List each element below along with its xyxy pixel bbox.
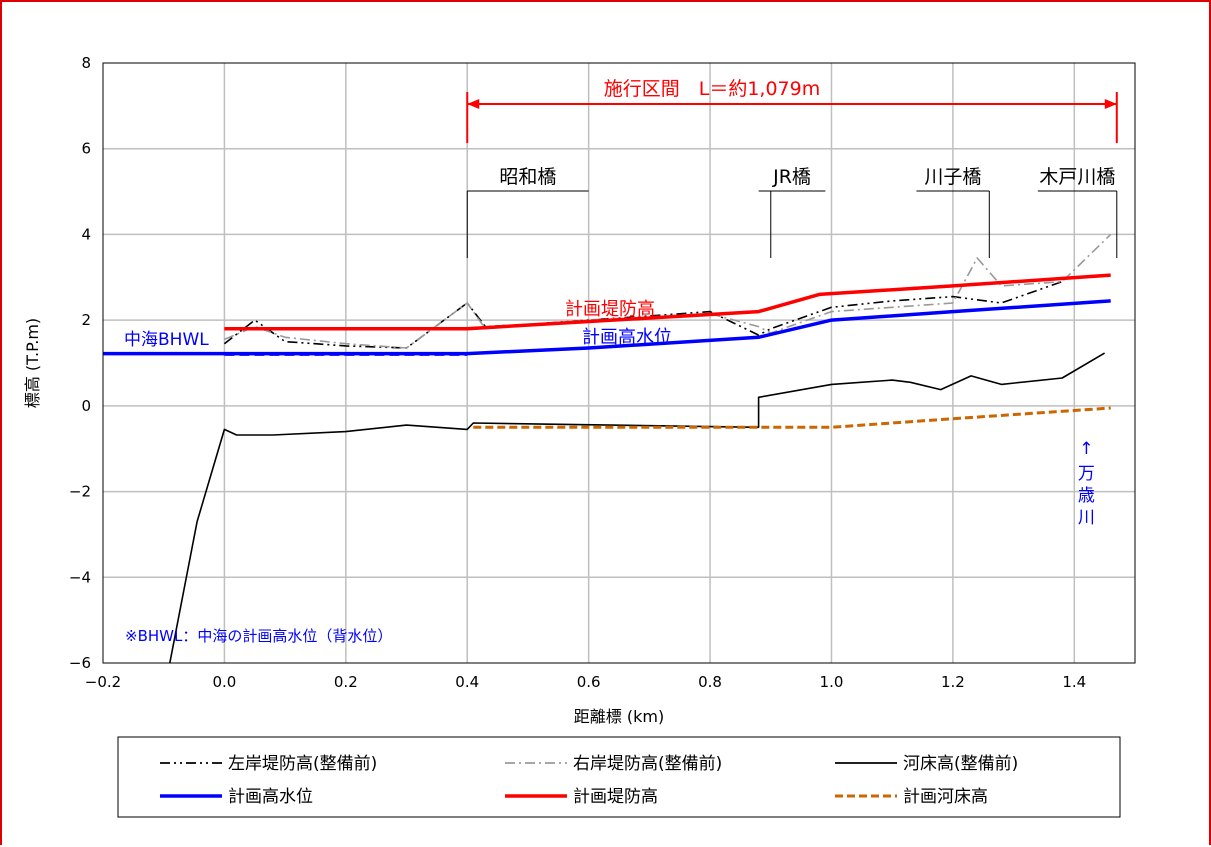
x-axis-label: 距離標 (km) [574, 707, 664, 726]
y-tick-label: 2 [81, 311, 91, 329]
y-tick-labels: −6 −4 −2 0 2 4 6 8 [69, 54, 91, 672]
plan-hwl-label: 計画高水位 [582, 327, 672, 348]
plan-levee-label: 計画堤防高 [565, 299, 655, 320]
x-tick-label: 0.4 [455, 673, 479, 691]
section-arrow-head-right [1104, 99, 1117, 109]
series-line-6 [473, 406, 1111, 429]
legend-label: 計画堤防高 [573, 787, 658, 807]
series-layer [103, 233, 1112, 663]
series-line-3 [169, 352, 1106, 663]
x-tick-label: 0.2 [334, 673, 358, 691]
legend-label: 右岸堤防高(整備前) [573, 754, 722, 774]
x-tick-labels: −0.2 0.0 0.2 0.4 0.6 0.8 1.0 1.2 1.4 [85, 673, 1086, 691]
tributary-name-char: 川 [1078, 508, 1095, 528]
x-tick-label: 1.0 [820, 673, 844, 691]
legend-label: 計画河床高 [903, 787, 988, 807]
x-tick-label: 1.4 [1062, 673, 1086, 691]
x-tick-label: 0.0 [212, 673, 236, 691]
x-tick-label: 0.8 [698, 673, 722, 691]
bhwl-note: ※BHWL：中海の計画高水位（背水位） [125, 627, 392, 645]
y-tick-label: −6 [69, 654, 91, 672]
y-tick-label: 6 [81, 140, 91, 158]
section-arrow-head-left [467, 99, 480, 109]
bridge-label: JR橋 [772, 166, 811, 188]
y-tick-label: 0 [81, 397, 91, 415]
y-tick-label: 8 [81, 54, 91, 72]
series-line-2 [224, 233, 1112, 349]
tributary-arrow: ↑ [1079, 439, 1093, 459]
legend-label: 左岸堤防高(整備前) [228, 754, 377, 774]
bridge-label: 昭和橋 [499, 166, 556, 188]
x-tick-label: −0.2 [85, 673, 121, 691]
bhwl-label: 中海BHWL [124, 330, 209, 350]
legend: 左岸堤防高(整備前) 右岸堤防高(整備前) 河床高(整備前) 計画高水位 計画堤防高 計画… [117, 736, 1121, 818]
section-label: 施行区間 L＝約1,079m [604, 78, 821, 100]
series-lines [103, 233, 1112, 663]
x-tick-label: 1.2 [941, 673, 965, 691]
plot-area [102, 62, 1136, 664]
x-tick-label: 0.6 [577, 673, 601, 691]
y-tick-label: −2 [69, 483, 91, 501]
legend-label: 河床高(整備前) [903, 754, 1018, 774]
tributary-name-char: 歳 [1078, 486, 1095, 506]
y-axis-label: 標高 (T.P.m) [23, 318, 42, 408]
legend-label: 計画高水位 [228, 787, 313, 807]
legend-box [117, 736, 1121, 818]
tributary-name-char: 万 [1078, 464, 1095, 484]
bridge-label: 川子橋 [924, 166, 981, 188]
bridge-label: 木戸川橋 [1039, 166, 1115, 188]
y-tick-label: 4 [81, 225, 91, 243]
grid [103, 63, 1135, 663]
y-tick-label: −4 [69, 568, 91, 586]
